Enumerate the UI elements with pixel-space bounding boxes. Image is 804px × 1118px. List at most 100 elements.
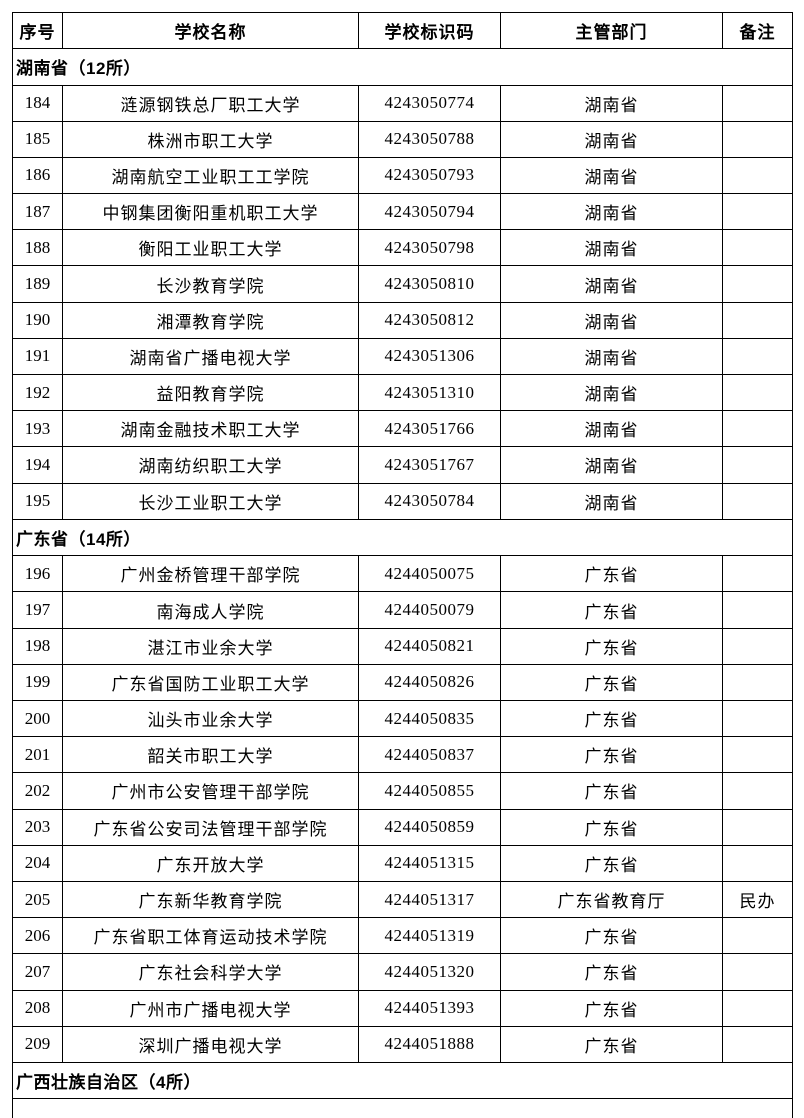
table-row: 189 长沙教育学院 4243050810 湖南省 [12,265,793,303]
school-name-cell: 湘潭教育学院 [62,301,359,339]
school-name-cell: 长沙教育学院 [62,265,359,303]
school-code-cell: 4244050079 [358,591,501,629]
school-name-cell: 湖南纺织职工大学 [62,446,359,484]
school-code-cell: 4243051767 [358,446,501,484]
row-number-cell: 192 [12,373,63,412]
school-name-cell: 广东开放大学 [62,844,359,882]
department-cell: 湖南省 [500,373,723,412]
department-cell: 湖南省 [500,410,723,448]
remarks-cell [722,482,793,520]
school-name-cell: 广州市公安管理干部学院 [62,772,359,810]
school-code-cell: 4244050837 [358,736,501,774]
school-name-cell: 湖南金融技术职工大学 [62,410,359,448]
table-row: 198 湛江市业余大学 4244050821 广东省 [12,627,793,665]
school-name-cell: 湖南航空工业职工工学院 [62,156,359,195]
department-cell: 湖南省 [500,193,723,231]
school-name-cell: 广东省职工体育运动技术学院 [62,917,359,955]
row-number-cell: 202 [12,772,63,810]
school-code-cell: 4243050784 [358,482,501,520]
row-number-cell: 208 [12,989,63,1027]
remarks-cell [722,591,793,629]
section-title: 湖南省（12所） [12,48,793,86]
school-list-table: 序号 学校名称 学校标识码 主管部门 备注 湖南省（12所） 184 涟源钢铁总… [12,12,793,1118]
school-name-cell: 广东省公安司法管理干部学院 [62,808,359,846]
school-name-cell: 湛江市业余大学 [62,627,359,665]
table-row: 202 广州市公安管理干部学院 4244050855 广东省 [12,772,793,810]
remarks-cell [722,373,793,412]
department-cell: 广东省 [500,627,723,665]
row-number-cell: 198 [12,627,63,665]
row-number-cell: 185 [12,120,63,158]
school-code-cell: 4243050788 [358,120,501,158]
school-code-cell: 4244050075 [358,555,501,593]
school-name-cell: 南海成人学院 [62,591,359,629]
remarks-cell [722,229,793,267]
row-number-cell: 206 [12,917,63,955]
department-cell: 湖南省 [500,482,723,520]
column-header-department: 主管部门 [500,12,723,49]
remarks-cell [722,699,793,738]
school-code-cell: 4244051317 [358,880,501,919]
table-row: 190 湘潭教育学院 4243050812 湖南省 [12,301,793,339]
table-footer-partial [12,1098,793,1118]
school-code-cell: 4244050835 [358,699,501,738]
table-row: 201 韶关市职工大学 4244050837 广东省 [12,736,793,774]
row-number-cell: 187 [12,193,63,231]
school-name-cell: 长沙工业职工大学 [62,482,359,520]
school-name-cell: 深圳广播电视大学 [62,1025,359,1063]
department-cell: 广东省 [500,736,723,774]
row-number-cell: 196 [12,555,63,593]
row-number-cell: 189 [12,265,63,303]
table-row: 195 长沙工业职工大学 4243050784 湖南省 [12,482,793,520]
school-code-cell: 4243051766 [358,410,501,448]
school-code-cell: 4244051320 [358,953,501,991]
table-row: 184 涟源钢铁总厂职工大学 4243050774 湖南省 [12,84,793,122]
department-cell: 湖南省 [500,229,723,267]
remarks-cell [722,663,793,702]
school-code-cell: 4243051306 [358,337,501,376]
section-header-row: 湖南省（12所） [12,48,793,86]
column-header-number: 序号 [12,12,63,49]
school-name-cell: 广州金桥管理干部学院 [62,555,359,593]
table-row: 194 湖南纺织职工大学 4243051767 湖南省 [12,446,793,484]
column-header-school-name: 学校名称 [62,12,359,49]
remarks-cell [722,772,793,810]
table-row: 203 广东省公安司法管理干部学院 4244050859 广东省 [12,808,793,846]
table-row: 186 湖南航空工业职工工学院 4243050793 湖南省 [12,156,793,195]
row-number-cell: 190 [12,301,63,339]
department-cell: 广东省 [500,989,723,1027]
remarks-cell: 民办 [722,880,793,919]
section-header-row: 广西壮族自治区（4所） [12,1061,793,1100]
remarks-cell [722,627,793,665]
remarks-cell [722,337,793,376]
department-cell: 广东省 [500,555,723,593]
school-code-cell: 4243050793 [358,156,501,195]
row-number-cell: 193 [12,410,63,448]
school-name-cell: 广东社会科学大学 [62,953,359,991]
school-code-cell: 4244051888 [358,1025,501,1063]
remarks-cell [722,808,793,846]
table-row: 200 汕头市业余大学 4244050835 广东省 [12,699,793,738]
department-cell: 广东省 [500,917,723,955]
department-cell: 湖南省 [500,84,723,122]
remarks-cell [722,844,793,882]
table-row: 206 广东省职工体育运动技术学院 4244051319 广东省 [12,917,793,955]
department-cell: 广东省 [500,808,723,846]
remarks-cell [722,410,793,448]
remarks-cell [722,265,793,303]
school-name-cell: 中钢集团衡阳重机职工大学 [62,193,359,231]
department-cell: 湖南省 [500,265,723,303]
row-number-cell: 207 [12,953,63,991]
department-cell: 广东省 [500,772,723,810]
school-code-cell: 4243050794 [358,193,501,231]
school-code-cell: 4244050821 [358,627,501,665]
row-number-cell: 186 [12,156,63,195]
table-row: 208 广州市广播电视大学 4244051393 广东省 [12,989,793,1027]
table-row: 204 广东开放大学 4244051315 广东省 [12,844,793,882]
table-row: 207 广东社会科学大学 4244051320 广东省 [12,953,793,991]
school-name-cell: 广东新华教育学院 [62,880,359,919]
remarks-cell [722,953,793,991]
table-header: 序号 学校名称 学校标识码 主管部门 备注 [12,12,793,49]
row-number-cell: 184 [12,84,63,122]
